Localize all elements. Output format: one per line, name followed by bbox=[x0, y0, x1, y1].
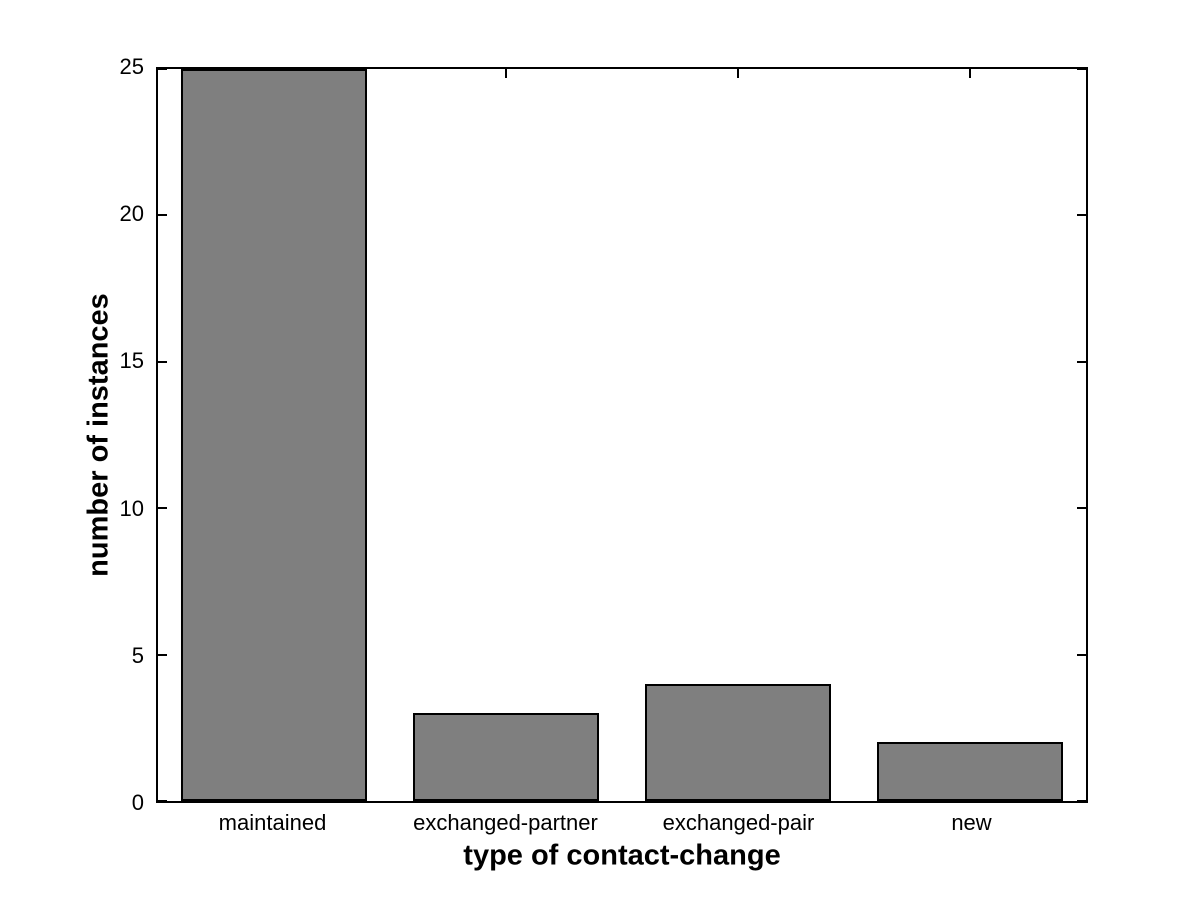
y-tick-label-15: 15 bbox=[119, 348, 144, 374]
y-tick-label-25: 25 bbox=[119, 54, 144, 79]
bar-exchanged-pair bbox=[645, 683, 831, 801]
y-tick-left-5 bbox=[158, 653, 167, 656]
x-tick-top-exchanged-partner bbox=[505, 69, 507, 78]
y-axis-tick-labels: 0 5 10 15 20 25 bbox=[0, 56, 144, 814]
y-tick-label-0: 0 bbox=[131, 790, 144, 815]
x-tick-top-exchanged-pair bbox=[737, 69, 739, 78]
y-tick-left-15 bbox=[158, 360, 167, 363]
y-tick-right-0 bbox=[1077, 800, 1086, 802]
y-tick-label-5: 5 bbox=[131, 642, 144, 668]
y-tick-right-15 bbox=[1077, 360, 1086, 363]
y-tick-right-10 bbox=[1077, 507, 1086, 510]
x-tick-label-maintained: maintained bbox=[218, 810, 327, 835]
x-tick-label-exchanged-partner: exchanged-partner bbox=[413, 810, 598, 835]
y-tick-label-20: 20 bbox=[119, 201, 144, 227]
bar-new bbox=[877, 742, 1063, 801]
y-tick-right-25 bbox=[1077, 68, 1086, 70]
y-tick-right-5 bbox=[1077, 653, 1086, 656]
bar-exchanged-partner bbox=[413, 713, 599, 801]
bar-maintained bbox=[181, 69, 367, 801]
x-axis-label: type of contact-change bbox=[463, 839, 781, 872]
x-tick-label-exchanged-pair: exchanged-pair bbox=[662, 810, 815, 835]
x-tick-top-new bbox=[969, 69, 971, 78]
x-axis-tick-labels: maintained exchanged-partner exchanged-pai… bbox=[156, 810, 1088, 838]
y-axis-label: number of instances bbox=[82, 293, 115, 577]
y-tick-left-20 bbox=[158, 214, 167, 217]
y-tick-left-10 bbox=[158, 507, 167, 510]
y-tick-left-25 bbox=[158, 68, 167, 70]
x-tick-label-new: new bbox=[951, 810, 992, 835]
plot-area bbox=[156, 67, 1088, 803]
y-tick-right-20 bbox=[1077, 214, 1086, 217]
y-tick-left-0 bbox=[158, 800, 167, 802]
y-tick-label-10: 10 bbox=[119, 495, 144, 521]
